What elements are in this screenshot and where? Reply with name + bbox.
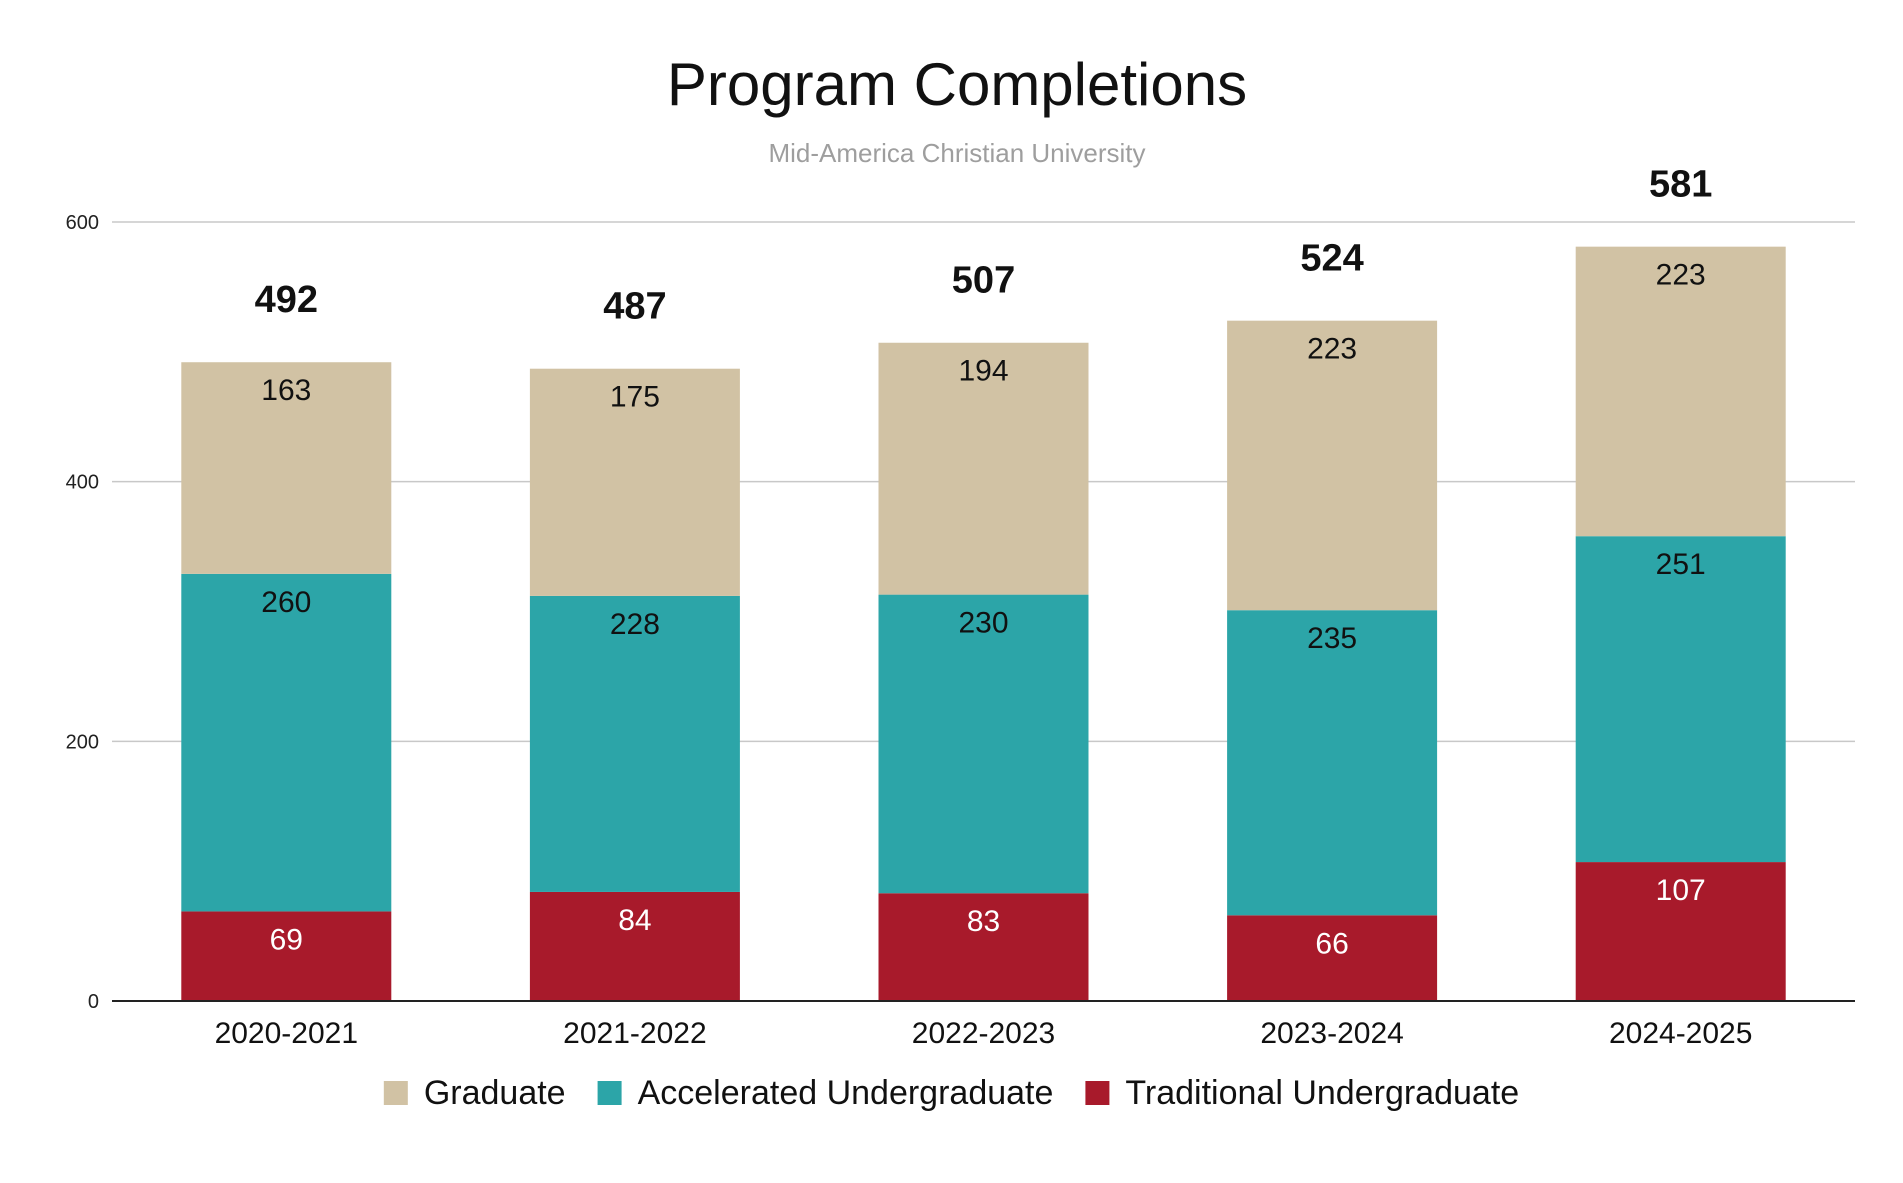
x-tick-label: 2024-2025 (1609, 1017, 1752, 1050)
data-label: 107 (1656, 874, 1706, 907)
bar-segment (1227, 915, 1438, 1001)
legend-label: Graduate (424, 1074, 566, 1112)
legend-label: Accelerated Undergraduate (638, 1074, 1054, 1112)
data-label: 230 (958, 607, 1008, 640)
chart-title: Program Completions (667, 51, 1247, 118)
legend-swatch (1085, 1081, 1110, 1105)
data-label: 223 (1656, 259, 1706, 292)
total-label: 524 (1300, 238, 1363, 280)
data-label: 69 (270, 923, 303, 956)
data-label: 175 (610, 381, 660, 414)
legend-swatch (597, 1081, 622, 1105)
y-tick-label: 400 (66, 472, 99, 494)
y-tick-label: 600 (66, 212, 99, 234)
data-label: 66 (1315, 927, 1348, 960)
bars (181, 246, 1786, 1001)
y-axis-ticks: 0 200 400 600 (66, 212, 99, 1013)
legend-item: Graduate (383, 1074, 566, 1112)
bar-segment (181, 911, 392, 1001)
y-tick-label: 200 (66, 731, 99, 753)
bar-segment (181, 362, 392, 574)
bar-segment (878, 342, 1089, 595)
bar-segment (878, 893, 1089, 1001)
data-label: 251 (1656, 548, 1706, 581)
chart-subtitle: Mid-America Christian University (768, 138, 1145, 168)
data-labels: 69 260 163 492 84 228 175 487 83 230 194 507 66 235 22… (255, 164, 1713, 961)
bar-segment (1227, 320, 1438, 611)
total-label: 492 (255, 279, 318, 321)
data-label: 84 (618, 904, 651, 937)
data-label: 83 (967, 905, 1000, 938)
x-tick-label: 2023-2024 (1260, 1017, 1403, 1050)
data-label: 260 (261, 586, 311, 619)
legend: Graduate Accelerated Undergraduate Traditi… (383, 1074, 1519, 1112)
legend-item: Accelerated Undergraduate (597, 1074, 1054, 1112)
bar-segment (1575, 862, 1786, 1001)
x-axis: 2020-2021 2021-2022 2022-2023 2023-2024 2024… (112, 1000, 1855, 1050)
data-label: 163 (261, 374, 311, 407)
bar-segment (1575, 246, 1786, 537)
data-label: 228 (610, 608, 660, 641)
bar-segment (181, 573, 392, 912)
bar-segment (529, 595, 740, 892)
legend-swatch (383, 1081, 408, 1105)
data-label: 235 (1307, 622, 1357, 655)
total-label: 581 (1649, 164, 1712, 206)
x-tick-label: 2021-2022 (563, 1017, 706, 1050)
bar-segment (1227, 610, 1438, 916)
bar-segment (1575, 536, 1786, 863)
legend-label: Traditional Undergraduate (1125, 1074, 1519, 1112)
bar-segment (878, 594, 1089, 894)
x-tick-label: 2022-2023 (912, 1017, 1055, 1050)
x-tick-label: 2020-2021 (215, 1017, 358, 1050)
bar-segment (529, 368, 740, 596)
total-label: 487 (603, 286, 666, 328)
total-label: 507 (952, 260, 1015, 302)
y-tick-label: 0 (88, 991, 99, 1013)
data-label: 223 (1307, 333, 1357, 366)
legend-item: Traditional Undergraduate (1085, 1074, 1519, 1112)
data-label: 194 (958, 355, 1008, 388)
bar-segment (529, 891, 740, 1001)
